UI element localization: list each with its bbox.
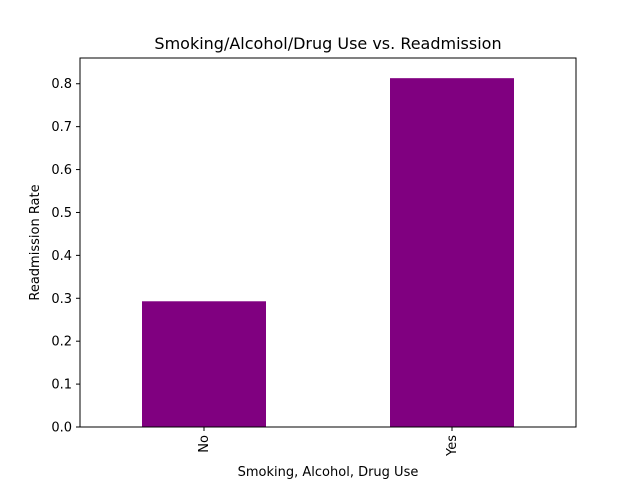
x-axis-ticks: No Yes: [197, 427, 460, 457]
bars-group: [142, 78, 514, 428]
y-tick-label: 0.7: [51, 120, 72, 135]
y-tick-label: 0.5: [51, 206, 72, 221]
x-tick-label: Yes: [445, 435, 460, 457]
bar-no: [142, 301, 266, 427]
y-tick-label: 0.1: [51, 378, 72, 393]
y-tick-label: 0.0: [51, 421, 72, 436]
y-axis-ticks: 0.0 0.1 0.2 0.3 0.4 0.5 0.6 0.7 0.8: [51, 77, 80, 436]
chart-title: Smoking/Alcohol/Drug Use vs. Readmission: [154, 34, 501, 53]
y-tick-label: 0.2: [51, 335, 72, 350]
plot-frame: [79, 57, 577, 428]
y-tick-label: 0.6: [51, 163, 72, 178]
x-axis-label: Smoking, Alcohol, Drug Use: [238, 465, 419, 480]
x-tick-label: No: [197, 435, 212, 453]
y-tick-label: 0.3: [51, 292, 72, 307]
y-tick-label: 0.4: [51, 249, 72, 264]
y-axis-label: Readmission Rate: [28, 184, 43, 300]
bar-yes: [390, 78, 514, 428]
y-tick-label: 0.8: [51, 77, 72, 92]
